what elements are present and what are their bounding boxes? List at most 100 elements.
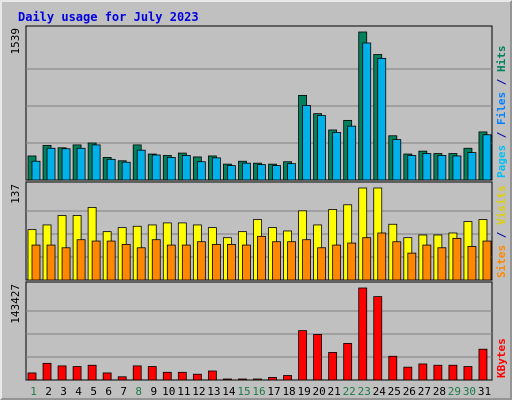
bar-files-day-22 xyxy=(347,125,357,181)
bar-sites-day-30 xyxy=(467,246,477,281)
bar-sites-day-28 xyxy=(437,247,447,281)
x-tick-label: 26 xyxy=(403,385,416,398)
bar-sites-day-26 xyxy=(407,252,417,281)
bar-sites-day-17 xyxy=(272,241,281,281)
plot-area xyxy=(25,281,493,381)
x-tick-label: 28 xyxy=(433,385,446,398)
bar-sites-day-9 xyxy=(151,239,161,281)
bar-sites-day-6 xyxy=(106,240,116,281)
bar-kbytes-day-24 xyxy=(373,296,383,381)
x-tick-label: 21 xyxy=(328,385,341,398)
bar-files-day-8 xyxy=(136,149,146,181)
x-tick-label: 19 xyxy=(297,385,310,398)
bar-kbytes-day-20 xyxy=(313,334,323,381)
legend-part: Sites xyxy=(495,245,508,278)
x-tick-label: 6 xyxy=(105,385,112,398)
bar-sites-day-1 xyxy=(31,244,41,281)
x-tick-label: 22 xyxy=(343,385,356,398)
x-tick-label: 23 xyxy=(358,385,371,398)
bar-kbytes-day-22 xyxy=(343,343,353,381)
bar-sites-day-2 xyxy=(46,244,56,281)
bar-files-day-16 xyxy=(257,164,266,181)
bar-kbytes-day-30 xyxy=(463,366,473,381)
x-tick-label: 11 xyxy=(177,385,190,398)
bar-kbytes-day-18 xyxy=(283,375,292,381)
x-tick-label: 31 xyxy=(478,385,491,398)
bar-files-day-2 xyxy=(46,147,56,181)
bar-files-day-9 xyxy=(151,154,161,181)
bar-kbytes-day-23 xyxy=(358,287,368,381)
bar-sites-day-7 xyxy=(121,244,131,281)
bar-kbytes-day-10 xyxy=(162,371,172,381)
bar-sites-day-31 xyxy=(482,240,492,281)
bar-kbytes-day-1 xyxy=(27,372,37,381)
bar-files-day-17 xyxy=(272,165,281,181)
y-max-label: 143427 xyxy=(9,284,22,324)
x-tick-label: 7 xyxy=(120,385,127,398)
bar-sites-day-27 xyxy=(422,244,432,281)
bar-sites-day-29 xyxy=(452,237,462,281)
bar-files-day-28 xyxy=(437,155,447,181)
bar-kbytes-day-28 xyxy=(433,364,443,381)
x-tick-label: 1 xyxy=(30,385,37,398)
x-tick-label: 8 xyxy=(135,385,142,398)
x-tick-label: 27 xyxy=(418,385,431,398)
bar-files-day-25 xyxy=(392,139,402,181)
bar-kbytes-day-2 xyxy=(42,362,52,381)
bar-sites-day-12 xyxy=(196,241,206,281)
bar-files-day-1 xyxy=(31,160,41,181)
legend-part: Files xyxy=(495,92,508,125)
bar-sites-day-8 xyxy=(136,247,146,281)
bar-files-day-31 xyxy=(482,134,492,181)
bar-files-day-13 xyxy=(211,157,221,181)
bar-sites-day-16 xyxy=(257,235,266,281)
x-tick-label: 30 xyxy=(463,385,476,398)
bar-files-day-26 xyxy=(407,155,417,181)
x-tick-label: 16 xyxy=(252,385,265,398)
bar-kbytes-day-27 xyxy=(418,363,428,381)
legend-part: / xyxy=(495,225,508,245)
legend-part: KBytes xyxy=(495,338,508,378)
bar-sites-day-3 xyxy=(61,247,71,281)
x-tick-label: 20 xyxy=(313,385,326,398)
bar-kbytes-day-31 xyxy=(478,348,488,381)
x-tick-label: 25 xyxy=(388,385,401,398)
legend-part: Pages xyxy=(495,145,508,178)
bar-kbytes-day-9 xyxy=(147,366,157,381)
x-tick-label: 2 xyxy=(45,385,52,398)
bar-kbytes-day-15 xyxy=(238,378,247,381)
x-tick-label: 17 xyxy=(267,385,280,398)
series-legend: KBytes xyxy=(495,338,508,378)
bar-sites-day-20 xyxy=(317,247,327,281)
bar-files-day-11 xyxy=(181,155,191,181)
bar-files-day-23 xyxy=(362,42,372,181)
legend-part: / xyxy=(495,125,508,145)
bar-kbytes-day-12 xyxy=(192,373,202,381)
bar-files-day-3 xyxy=(61,148,71,181)
x-tick-label: 3 xyxy=(60,385,67,398)
x-tick-label: 9 xyxy=(150,385,157,398)
bar-kbytes-day-3 xyxy=(57,365,67,381)
bar-kbytes-day-5 xyxy=(87,364,97,381)
x-tick-label: 29 xyxy=(448,385,461,398)
chart-title: Daily usage for July 2023 xyxy=(18,10,199,24)
series-legend: Sites / Visits xyxy=(495,185,508,278)
bar-kbytes-day-6 xyxy=(102,372,112,381)
bar-files-day-6 xyxy=(106,158,116,181)
bar-sites-day-13 xyxy=(211,244,221,281)
bar-sites-day-22 xyxy=(347,242,357,281)
bar-files-day-10 xyxy=(166,157,176,181)
bar-kbytes-day-4 xyxy=(72,366,82,381)
bar-sites-day-14 xyxy=(227,244,236,281)
bar-files-day-20 xyxy=(317,115,327,181)
bar-files-day-4 xyxy=(76,147,86,181)
bar-files-day-15 xyxy=(242,162,251,181)
bar-files-day-29 xyxy=(452,155,462,181)
legend-part: Visits xyxy=(495,185,508,225)
x-tick-label: 5 xyxy=(90,385,97,398)
bar-kbytes-day-8 xyxy=(132,365,142,381)
bar-kbytes-day-26 xyxy=(403,366,413,381)
x-tick-label: 14 xyxy=(222,385,236,398)
